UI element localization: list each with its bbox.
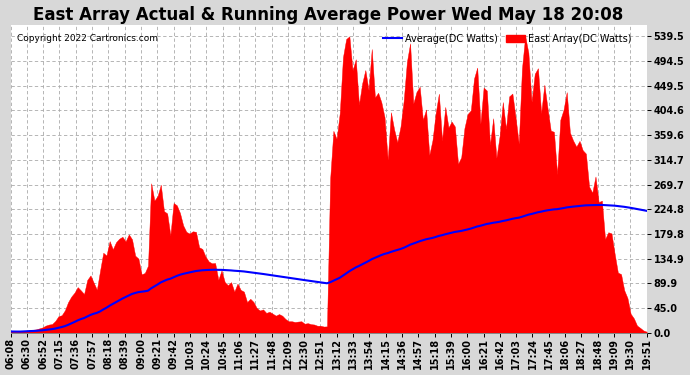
Title: East Array Actual & Running Average Power Wed May 18 20:08: East Array Actual & Running Average Powe… — [34, 6, 624, 24]
Text: Copyright 2022 Cartronics.com: Copyright 2022 Cartronics.com — [17, 34, 158, 44]
Legend: Average(DC Watts), East Array(DC Watts): Average(DC Watts), East Array(DC Watts) — [379, 30, 635, 48]
